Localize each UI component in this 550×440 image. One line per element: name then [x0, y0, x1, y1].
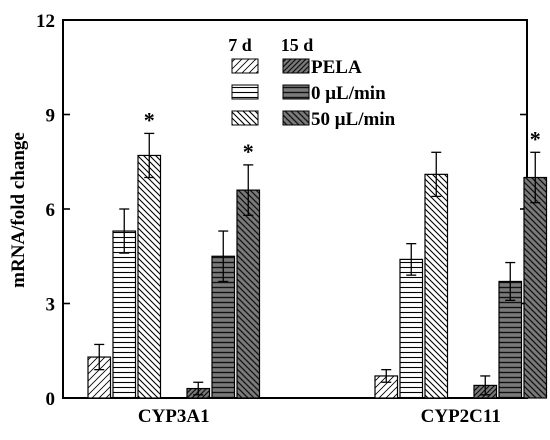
legend-header-15d: 15 d — [281, 35, 314, 55]
bar — [112, 230, 137, 399]
significance-mark: * — [530, 126, 541, 151]
y-axis-label: mRNA/fold change — [8, 132, 29, 288]
legend-header-7d: 7 d — [228, 35, 252, 55]
bar — [236, 189, 261, 399]
bar — [523, 176, 548, 399]
bar — [137, 154, 162, 399]
y-tick-label: 6 — [46, 200, 56, 221]
legend-swatch — [282, 84, 310, 100]
y-tick-label: 0 — [46, 389, 56, 410]
significance-mark: * — [243, 139, 254, 164]
legend-swatch — [282, 110, 310, 126]
x-tick-label: CYP3A1 — [138, 406, 210, 427]
bar — [399, 258, 424, 399]
legend-swatch — [231, 110, 259, 126]
legend-swatch — [231, 84, 259, 100]
legend-swatch — [231, 58, 259, 74]
significance-mark: * — [144, 107, 155, 132]
legend-label: 0 μL/min — [311, 83, 386, 104]
y-tick-label: 3 — [46, 295, 56, 316]
bar — [424, 173, 449, 399]
x-tick-label: CYP2C11 — [421, 406, 501, 427]
legend-swatch — [282, 58, 310, 74]
y-tick-label: 9 — [46, 106, 56, 127]
legend-label: PELA — [311, 57, 362, 78]
y-tick-label: 12 — [36, 11, 55, 32]
legend-label: 50 μL/min — [311, 109, 396, 130]
